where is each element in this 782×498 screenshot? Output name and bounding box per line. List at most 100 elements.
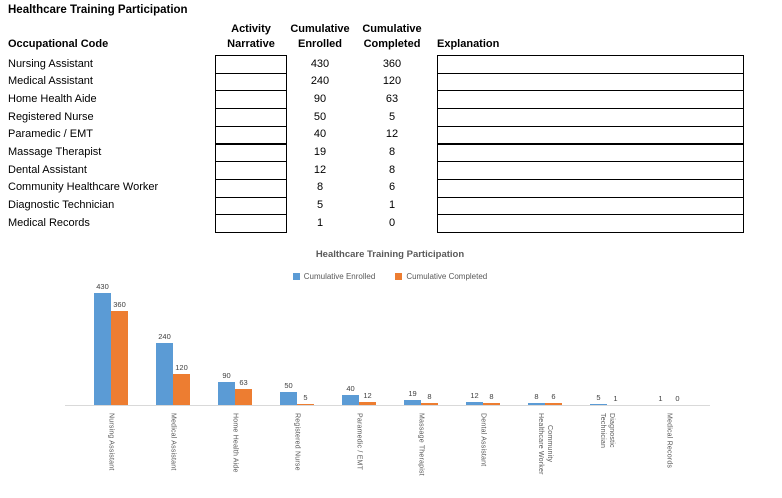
legend-label: Cumulative Enrolled — [303, 272, 376, 281]
occupation-label: Diagnostic Technician — [8, 199, 115, 212]
bar-cumulative-completed — [173, 374, 190, 405]
data-label-completed: 5 — [303, 393, 308, 402]
data-label-enrolled: 8 — [534, 392, 539, 401]
cumulative-completed-value: 0 — [388, 216, 396, 229]
activity-narrative-cell[interactable] — [215, 72, 287, 92]
data-label-enrolled: 5 — [596, 393, 601, 402]
explanation-cell[interactable] — [437, 125, 744, 145]
explanation-cell[interactable] — [437, 161, 744, 180]
category-label: Nursing Assistant — [107, 413, 115, 471]
cumulative-enrolled-value: 12 — [313, 163, 327, 176]
legend-label: Cumulative Completed — [406, 272, 488, 281]
sheet-title: Healthcare Training Participation — [8, 4, 188, 16]
data-label-enrolled: 19 — [408, 389, 417, 398]
cumulative-completed-value: 12 — [385, 128, 399, 141]
occupation-label: Dental Assistant — [8, 163, 87, 176]
legend-swatch-enrolled-icon — [292, 273, 300, 280]
activity-narrative-cell[interactable] — [215, 161, 287, 180]
explanation-cell[interactable] — [437, 143, 744, 163]
activity-narrative-cell[interactable] — [215, 214, 287, 233]
bar-cumulative-completed — [111, 311, 128, 405]
occupation-label: Medical Records — [8, 216, 90, 229]
bar-cumulative-completed — [483, 403, 500, 405]
cumulative-completed-value: 120 — [382, 75, 402, 88]
cumulative-enrolled-value: 40 — [313, 128, 327, 141]
data-label-completed: 6 — [551, 392, 556, 401]
category-label: Medical Assistant — [169, 413, 177, 471]
data-label-completed: 120 — [175, 363, 188, 372]
bar-cumulative-enrolled — [280, 392, 297, 405]
bar-cumulative-completed — [359, 402, 376, 405]
bar-cumulative-enrolled — [218, 382, 235, 405]
category-label: Community Healthcare Worker — [537, 413, 553, 475]
occupation-label: Nursing Assistant — [8, 57, 93, 70]
explanation-cell[interactable] — [437, 214, 744, 233]
activity-narrative-cell[interactable] — [215, 108, 287, 127]
occupation-label: Medical Assistant — [8, 75, 93, 88]
legend-swatch-completed-icon — [395, 273, 403, 280]
data-label-enrolled: 90 — [222, 371, 231, 380]
bar-cumulative-completed — [421, 403, 438, 405]
data-label-completed: 8 — [427, 392, 432, 401]
activity-narrative-cell[interactable] — [215, 178, 287, 198]
chart-title: Healthcare Training Participation — [315, 249, 465, 260]
explanation-cell[interactable] — [437, 108, 744, 127]
data-label-enrolled: 240 — [158, 332, 171, 341]
category-label: Medical Records — [665, 413, 673, 469]
data-label-completed: 1 — [613, 394, 618, 403]
bar-cumulative-enrolled — [156, 343, 173, 405]
activity-narrative-cell[interactable] — [215, 55, 287, 74]
x-axis-line — [65, 405, 710, 406]
occupation-label: Registered Nurse — [8, 110, 94, 123]
column-header-cumulative-completed: Cumulative Completed — [362, 23, 422, 50]
data-label-enrolled: 50 — [284, 381, 293, 390]
activity-narrative-cell[interactable] — [215, 90, 287, 110]
category-label: Home Health Aide — [231, 413, 239, 473]
chart-legend: Cumulative Enrolled Cumulative Completed — [65, 272, 715, 281]
cumulative-enrolled-value: 19 — [313, 146, 327, 158]
cumulative-completed-value: 8 — [388, 163, 396, 176]
cumulative-completed-value: 8 — [388, 146, 396, 158]
data-label-completed: 12 — [363, 391, 372, 400]
data-label-enrolled: 430 — [96, 282, 109, 291]
explanation-cell[interactable] — [437, 90, 744, 110]
cumulative-enrolled-value: 240 — [310, 75, 330, 88]
column-header-activity-narrative: Activity Narrative — [227, 23, 275, 50]
column-header-cumulative-enrolled: Cumulative Enrolled — [290, 23, 350, 50]
cumulative-completed-value: 6 — [388, 181, 396, 194]
category-label: Paramedic / EMT — [355, 413, 363, 471]
cumulative-enrolled-value: 5 — [316, 199, 324, 212]
occupation-label: Home Health Aide — [8, 92, 97, 105]
cumulative-completed-value: 5 — [388, 110, 396, 123]
explanation-cell[interactable] — [437, 72, 744, 92]
bar-cumulative-enrolled — [590, 404, 607, 405]
data-label-completed: 0 — [675, 394, 680, 403]
activity-narrative-cell[interactable] — [215, 125, 287, 145]
cumulative-enrolled-value: 430 — [310, 57, 330, 70]
category-label: Massage Therapist — [417, 413, 425, 476]
cumulative-enrolled-value: 90 — [313, 92, 327, 105]
data-label-completed: 63 — [239, 378, 248, 387]
data-label-enrolled: 1 — [658, 394, 663, 403]
data-label-enrolled: 40 — [346, 384, 355, 393]
activity-narrative-cell[interactable] — [215, 143, 287, 163]
cumulative-completed-value: 63 — [385, 92, 399, 105]
column-header-occupational-code: Occupational Code — [8, 38, 109, 50]
category-label: Dental Assistant — [479, 413, 487, 467]
cumulative-enrolled-value: 8 — [316, 181, 324, 194]
bar-cumulative-enrolled — [466, 402, 483, 405]
column-header-explanation: Explanation — [437, 38, 500, 50]
data-label-completed: 360 — [113, 300, 126, 309]
explanation-cell[interactable] — [437, 178, 744, 198]
cumulative-completed-value: 360 — [382, 57, 402, 70]
occupation-label: Massage Therapist — [8, 146, 102, 158]
category-label: Diagnostic Technician — [599, 413, 615, 449]
cumulative-enrolled-value: 50 — [313, 110, 327, 123]
bar-cumulative-enrolled — [94, 293, 111, 405]
activity-narrative-cell[interactable] — [215, 196, 287, 216]
bar-cumulative-completed — [545, 403, 562, 405]
bar-cumulative-completed — [297, 404, 314, 405]
explanation-cell[interactable] — [437, 55, 744, 74]
bar-cumulative-enrolled — [528, 403, 545, 405]
explanation-cell[interactable] — [437, 196, 744, 216]
